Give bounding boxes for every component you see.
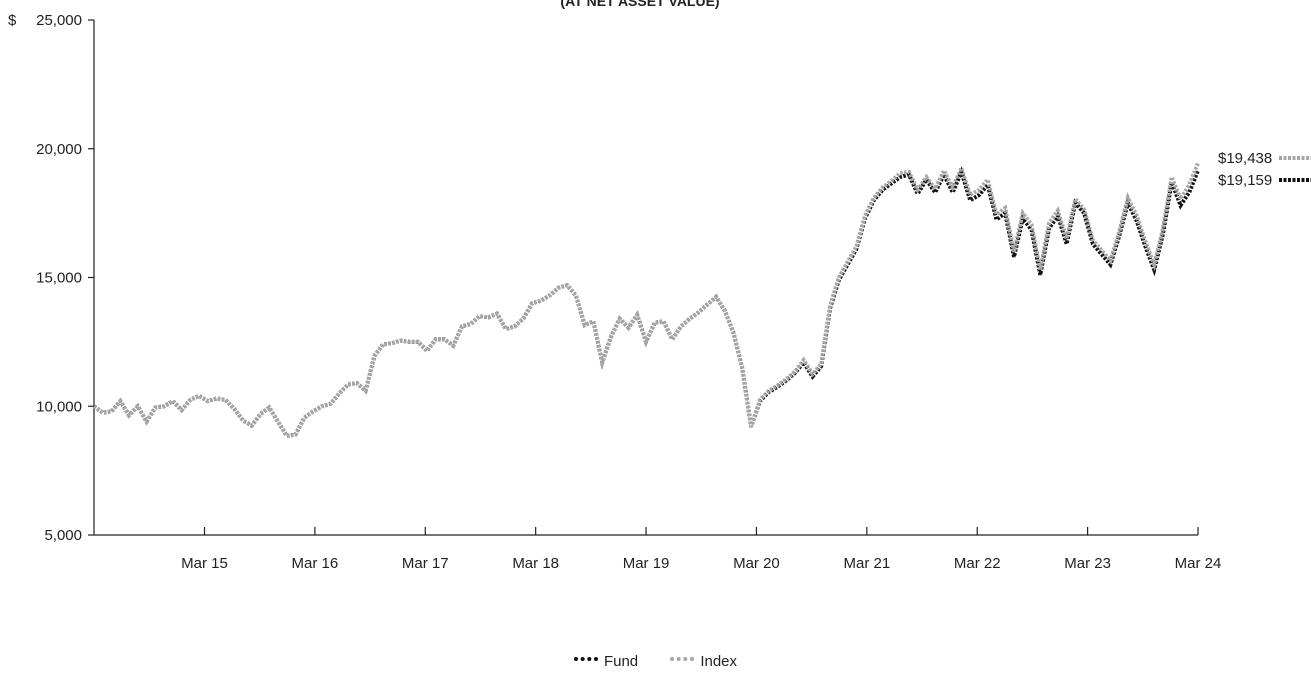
chart-title: (AT NET ASSET VALUE) — [560, 0, 719, 9]
legend-swatch-fund — [573, 657, 598, 662]
x-tick-label: Mar 19 — [623, 555, 670, 572]
legend-label-index: Index — [700, 653, 738, 670]
x-tick-label: Mar 18 — [512, 555, 559, 572]
y-axis-currency-symbol: $ — [8, 12, 17, 29]
x-tick-label: Mar 24 — [1175, 555, 1222, 572]
line-chart: (AT NET ASSET VALUE) 25,000 $20,000 15,000… — [8, 0, 1311, 572]
y-tick-label: 10,000 — [36, 398, 82, 415]
y-tick-label: 25,000 — [36, 12, 82, 29]
x-tick-label: Mar 20 — [733, 555, 780, 572]
y-tick-label: 20,000 — [36, 141, 82, 158]
x-tick-label: Mar 22 — [954, 555, 1001, 572]
x-tick-label: Mar 17 — [402, 555, 449, 572]
legend-label-fund: Fund — [603, 653, 639, 670]
legend: Fund Index — [0, 653, 1311, 670]
legend-item-index: Index — [670, 653, 737, 670]
y-tick-label: 15,000 — [36, 270, 82, 287]
x-tick-label: Mar 15 — [181, 555, 228, 572]
x-tick-label: Mar 21 — [843, 555, 890, 572]
series-line-fund — [92, 166, 1200, 439]
legend-swatch-index — [670, 657, 695, 662]
series-line-index — [92, 162, 1200, 439]
legend-item-fund: Fund — [573, 653, 639, 670]
y-tick-label: 5,000 — [44, 527, 82, 544]
x-tick-label: Mar 16 — [292, 555, 339, 572]
end-value-label-fund: $19,159 — [1218, 172, 1272, 189]
end-value-label-index: $19,438 — [1218, 150, 1272, 167]
x-tick-label: Mar 23 — [1064, 555, 1111, 572]
